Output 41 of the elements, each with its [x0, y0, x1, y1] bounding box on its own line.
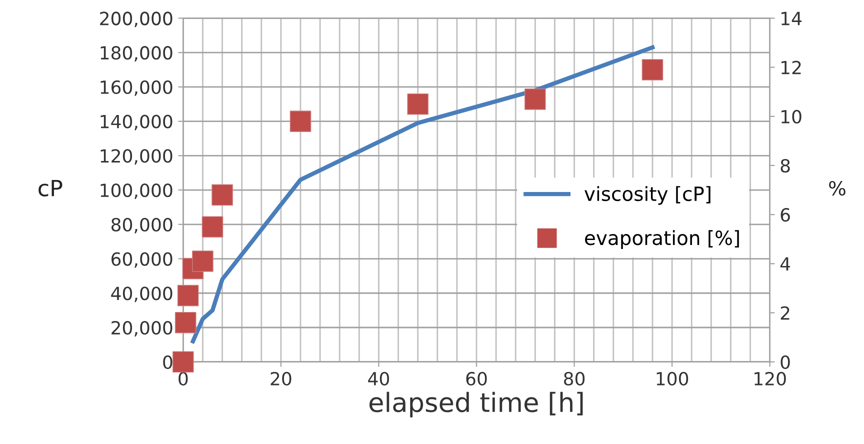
point [202, 216, 224, 238]
y-tick-label: 20,000 [112, 320, 172, 336]
y-tick-label: 100,000 [100, 183, 172, 199]
x-tick-label: 40 [368, 372, 390, 386]
legend-label: evaporation [%] [585, 230, 739, 249]
x-tick-label: 0 [178, 372, 188, 386]
x-tick-label: 120 [754, 372, 786, 386]
point [212, 184, 233, 206]
y-tick-label: 120,000 [100, 149, 172, 165]
y-tick-label: 60,000 [112, 252, 172, 268]
point [642, 59, 664, 80]
point [172, 351, 194, 373]
point [192, 250, 214, 272]
y-tick-label: 40,000 [111, 286, 172, 302]
y-axis-title: cP [38, 180, 62, 196]
y2-tick-label: 4 [780, 257, 790, 271]
y2-tick-label: 2 [780, 306, 790, 320]
y-tick-label: 80,000 [111, 218, 172, 234]
y2-axis-title: % [829, 180, 846, 196]
y2-tick-label: 14 [782, 12, 802, 26]
x-tick-label: 100 [656, 372, 688, 386]
y-tick-label: 160,000 [100, 80, 172, 96]
x-axis-title: elapsed time [h] [369, 392, 583, 418]
x-tick-label: 80 [564, 372, 585, 386]
x-tick-label: 60 [466, 372, 487, 386]
point [174, 312, 196, 334]
y-tick-label: 180,000 [100, 46, 172, 62]
y2-tick-label: 8 [780, 158, 790, 173]
y-tick-label: 140,000 [100, 114, 172, 130]
point [524, 88, 546, 110]
y2-tick-label: 0 [780, 355, 790, 369]
legend-label: viscosity [cP] [584, 186, 710, 205]
y-tick-label: 200,000 [100, 12, 172, 28]
x-tick-label: 20 [270, 372, 292, 386]
y2-tick-label: 12 [782, 60, 801, 74]
point [290, 110, 312, 132]
y2-tick-label: 10 [782, 110, 802, 124]
y2-tick-label: 6 [780, 208, 790, 222]
point [407, 93, 428, 115]
y-tick-label: 0 [163, 355, 172, 369]
point [177, 284, 199, 306]
